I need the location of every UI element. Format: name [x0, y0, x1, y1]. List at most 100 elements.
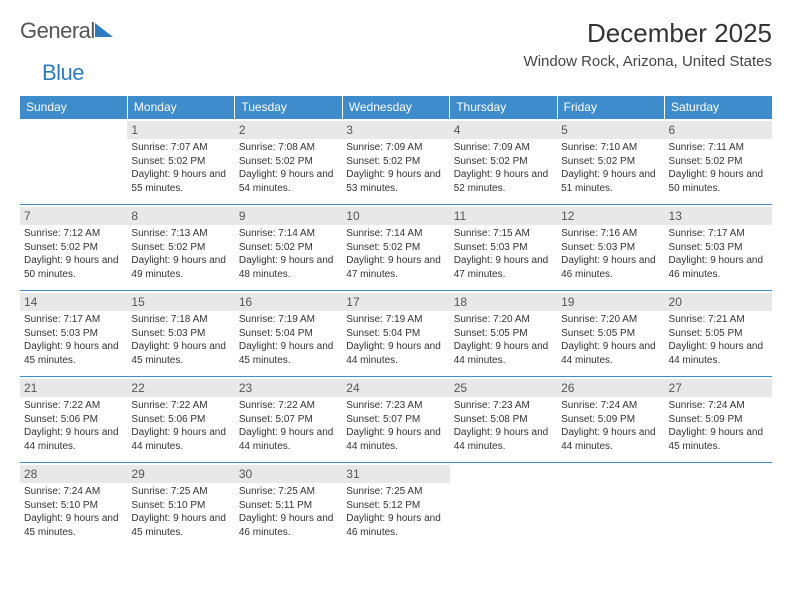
day-number: 11: [450, 207, 557, 225]
day-number: 4: [450, 121, 557, 139]
day-details: Sunrise: 7:17 AMSunset: 5:03 PMDaylight:…: [24, 313, 123, 367]
day-details: Sunrise: 7:24 AMSunset: 5:09 PMDaylight:…: [669, 399, 768, 453]
day-number: 28: [20, 465, 127, 483]
calendar-day-cell: 17 Sunrise: 7:19 AMSunset: 5:04 PMDayligh…: [342, 291, 449, 377]
day-number: 13: [665, 207, 772, 225]
triangle-icon: [95, 23, 113, 37]
day-details: Sunrise: 7:16 AMSunset: 5:03 PMDaylight:…: [561, 227, 660, 281]
day-number: 7: [20, 207, 127, 225]
day-details: Sunrise: 7:19 AMSunset: 5:04 PMDaylight:…: [346, 313, 445, 367]
calendar-week-row: 14 Sunrise: 7:17 AMSunset: 5:03 PMDayligh…: [20, 291, 772, 377]
calendar-head: SundayMondayTuesdayWednesdayThursdayFrid…: [20, 96, 772, 119]
calendar-week-row: 28 Sunrise: 7:24 AMSunset: 5:10 PMDayligh…: [20, 463, 772, 549]
day-number: 8: [127, 207, 234, 225]
calendar-day-cell: 4Sunrise: 7:09 AMSunset: 5:02 PMDaylight…: [450, 119, 557, 205]
day-details: Sunrise: 7:22 AMSunset: 5:07 PMDaylight:…: [239, 399, 338, 453]
day-details: Sunrise: 7:25 AMSunset: 5:11 PMDaylight:…: [239, 485, 338, 539]
calendar-week-row: 21Sunrise: 7:22 AMSunset: 5:06 PMDayligh…: [20, 377, 772, 463]
brand-word-2: Blue: [42, 60, 84, 85]
calendar-day-cell: 13Sunrise: 7:17 AMSunset: 5:03 PMDayligh…: [665, 205, 772, 291]
day-header: Wednesday: [342, 96, 449, 119]
calendar-day-cell: 28 Sunrise: 7:24 AMSunset: 5:10 PMDayligh…: [20, 463, 127, 549]
day-header: Thursday: [450, 96, 557, 119]
calendar-day-cell: 14 Sunrise: 7:17 AMSunset: 5:03 PMDayligh…: [20, 291, 127, 377]
page-title: December 2025: [524, 18, 772, 49]
day-number: 5: [557, 121, 664, 139]
calendar-day-cell: 11 Sunrise: 7:15 AMSunset: 5:03 PMDayligh…: [450, 205, 557, 291]
day-details: Sunrise: 7:25 AMSunset: 5:12 PMDaylight:…: [346, 485, 445, 539]
calendar-day-cell: [665, 463, 772, 549]
calendar-day-cell: 30 Sunrise: 7:25 AMSunset: 5:11 PMDayligh…: [235, 463, 342, 549]
calendar-week-row: 7Sunrise: 7:12 AMSunset: 5:02 PMDaylight…: [20, 205, 772, 291]
day-details: Sunrise: 7:08 AMSunset: 5:02 PMDaylight:…: [239, 141, 338, 195]
calendar-day-cell: 23Sunrise: 7:22 AMSunset: 5:07 PMDayligh…: [235, 377, 342, 463]
day-details: Sunrise: 7:24 AMSunset: 5:09 PMDaylight:…: [561, 399, 660, 453]
day-details: Sunrise: 7:20 AMSunset: 5:05 PMDaylight:…: [561, 313, 660, 367]
calendar-day-cell: 20Sunrise: 7:21 AMSunset: 5:05 PMDayligh…: [665, 291, 772, 377]
day-number: 22: [127, 379, 234, 397]
day-details: Sunrise: 7:07 AMSunset: 5:02 PMDaylight:…: [131, 141, 230, 195]
calendar-day-cell: 24 Sunrise: 7:23 AMSunset: 5:07 PMDayligh…: [342, 377, 449, 463]
day-details: Sunrise: 7:24 AMSunset: 5:10 PMDaylight:…: [24, 485, 123, 539]
calendar-day-cell: [450, 463, 557, 549]
day-number: 2: [235, 121, 342, 139]
calendar-day-cell: 27 Sunrise: 7:24 AMSunset: 5:09 PMDayligh…: [665, 377, 772, 463]
day-number: 9: [235, 207, 342, 225]
day-number: 1: [127, 121, 234, 139]
day-details: Sunrise: 7:10 AMSunset: 5:02 PMDaylight:…: [561, 141, 660, 195]
calendar-day-cell: 22 Sunrise: 7:22 AMSunset: 5:06 PMDayligh…: [127, 377, 234, 463]
day-number: 12: [557, 207, 664, 225]
calendar-day-cell: 25 Sunrise: 7:23 AMSunset: 5:08 PMDayligh…: [450, 377, 557, 463]
day-details: Sunrise: 7:18 AMSunset: 5:03 PMDaylight:…: [131, 313, 230, 367]
day-number: 21: [20, 379, 127, 397]
day-details: Sunrise: 7:11 AMSunset: 5:02 PMDaylight:…: [669, 141, 768, 195]
title-block: December 2025 Window Rock, Arizona, Unit…: [524, 18, 772, 70]
calendar-day-cell: 19Sunrise: 7:20 AMSunset: 5:05 PMDayligh…: [557, 291, 664, 377]
day-number: 10: [342, 207, 449, 225]
day-number: 18: [450, 293, 557, 311]
day-number: 25: [450, 379, 557, 397]
day-number: 29: [127, 465, 234, 483]
calendar-day-cell: 8 Sunrise: 7:13 AMSunset: 5:02 PMDaylight…: [127, 205, 234, 291]
calendar-day-cell: 10 Sunrise: 7:14 AMSunset: 5:02 PMDayligh…: [342, 205, 449, 291]
day-details: Sunrise: 7:19 AMSunset: 5:04 PMDaylight:…: [239, 313, 338, 367]
calendar-day-cell: 12 Sunrise: 7:16 AMSunset: 5:03 PMDayligh…: [557, 205, 664, 291]
day-number: 17: [342, 293, 449, 311]
calendar-day-cell: [557, 463, 664, 549]
calendar-day-cell: 1 Sunrise: 7:07 AMSunset: 5:02 PMDaylight…: [127, 119, 234, 205]
day-number: 27: [665, 379, 772, 397]
day-details: Sunrise: 7:23 AMSunset: 5:08 PMDaylight:…: [454, 399, 553, 453]
day-header: Friday: [557, 96, 664, 119]
day-details: Sunrise: 7:25 AMSunset: 5:10 PMDaylight:…: [131, 485, 230, 539]
day-details: Sunrise: 7:22 AMSunset: 5:06 PMDaylight:…: [131, 399, 230, 453]
day-number: 24: [342, 379, 449, 397]
calendar-week-row: 1 Sunrise: 7:07 AMSunset: 5:02 PMDaylight…: [20, 119, 772, 205]
day-number: 15: [127, 293, 234, 311]
day-details: Sunrise: 7:13 AMSunset: 5:02 PMDaylight:…: [131, 227, 230, 281]
calendar-table: SundayMondayTuesdayWednesdayThursdayFrid…: [20, 96, 772, 549]
calendar-day-cell: 31 Sunrise: 7:25 AMSunset: 5:12 PMDayligh…: [342, 463, 449, 549]
day-number: 30: [235, 465, 342, 483]
day-number: 14: [20, 293, 127, 311]
day-of-week-row: SundayMondayTuesdayWednesdayThursdayFrid…: [20, 96, 772, 119]
brand-logo: General: [20, 18, 113, 44]
day-details: Sunrise: 7:14 AMSunset: 5:02 PMDaylight:…: [346, 227, 445, 281]
day-details: Sunrise: 7:09 AMSunset: 5:02 PMDaylight:…: [346, 141, 445, 195]
calendar-day-cell: 29 Sunrise: 7:25 AMSunset: 5:10 PMDayligh…: [127, 463, 234, 549]
day-number: 20: [665, 293, 772, 311]
calendar-day-cell: 26Sunrise: 7:24 AMSunset: 5:09 PMDayligh…: [557, 377, 664, 463]
day-details: Sunrise: 7:23 AMSunset: 5:07 PMDaylight:…: [346, 399, 445, 453]
calendar-day-cell: 2 Sunrise: 7:08 AMSunset: 5:02 PMDaylight…: [235, 119, 342, 205]
day-details: Sunrise: 7:14 AMSunset: 5:02 PMDaylight:…: [239, 227, 338, 281]
calendar-day-cell: [20, 119, 127, 205]
day-details: Sunrise: 7:15 AMSunset: 5:03 PMDaylight:…: [454, 227, 553, 281]
brand-word-1: General: [20, 18, 95, 44]
calendar-day-cell: 15 Sunrise: 7:18 AMSunset: 5:03 PMDayligh…: [127, 291, 234, 377]
calendar-day-cell: 21Sunrise: 7:22 AMSunset: 5:06 PMDayligh…: [20, 377, 127, 463]
day-number: 31: [342, 465, 449, 483]
calendar-body: 1 Sunrise: 7:07 AMSunset: 5:02 PMDaylight…: [20, 119, 772, 549]
day-header: Monday: [127, 96, 234, 119]
day-header: Sunday: [20, 96, 127, 119]
location-subtitle: Window Rock, Arizona, United States: [524, 53, 772, 70]
calendar-day-cell: 16Sunrise: 7:19 AMSunset: 5:04 PMDayligh…: [235, 291, 342, 377]
